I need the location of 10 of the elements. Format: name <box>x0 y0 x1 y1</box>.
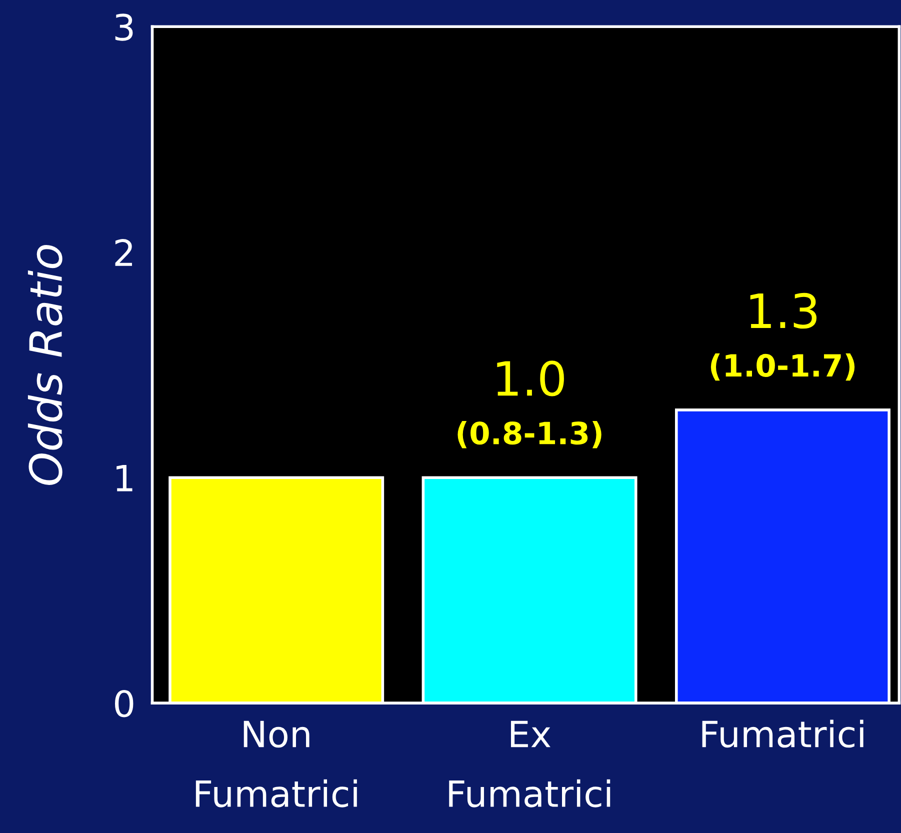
x-tick-label: Fumatrici <box>702 720 864 748</box>
y-tick-label: 3 <box>115 14 133 41</box>
data-label: 1.0 (0.8-1.3) <box>458 360 602 448</box>
y-tick-label: 2 <box>115 239 132 266</box>
y-tick-label: 0 <box>115 690 134 718</box>
y-axis-title: Odds Ratio <box>28 245 62 485</box>
x-tick-label: Non Fumatrici <box>196 720 357 808</box>
data-label: 1.3 (1.0-1.7) <box>710 292 855 381</box>
x-tick-label: Ex Fumatrici <box>449 720 610 808</box>
y-tick-label: 1 <box>116 464 132 492</box>
